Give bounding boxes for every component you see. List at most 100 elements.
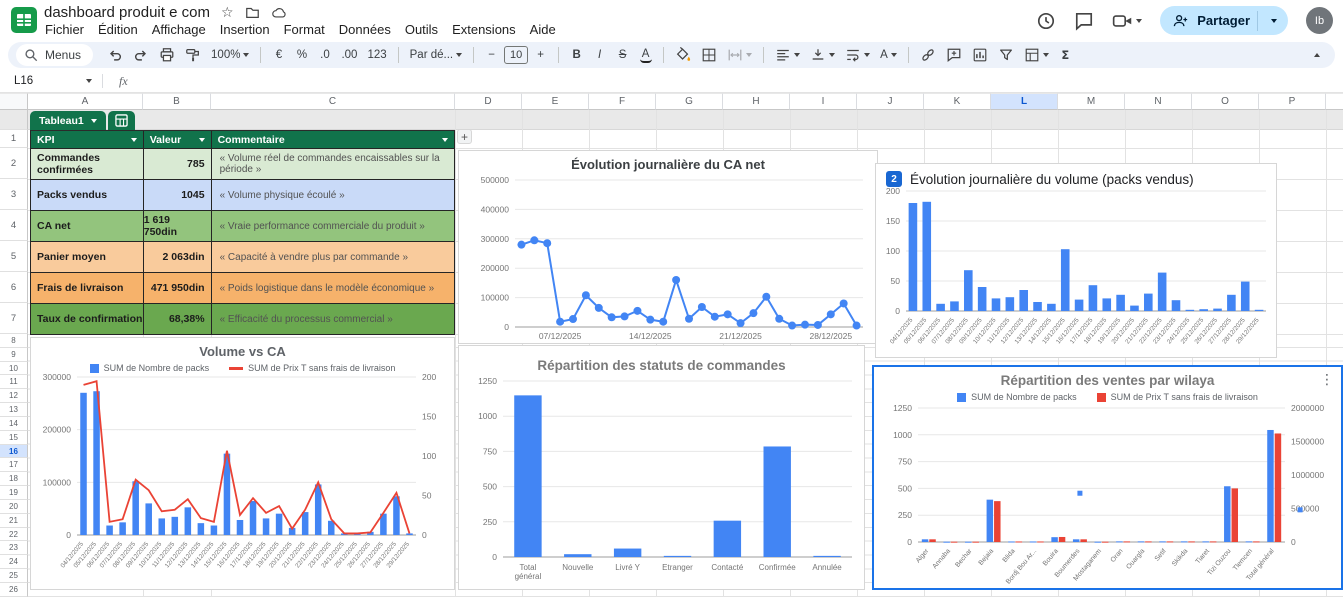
- add-column-button[interactable]: +: [457, 129, 472, 144]
- row-header-25[interactable]: 25: [0, 569, 28, 583]
- row-header-10[interactable]: 10: [0, 361, 28, 376]
- column-header-K[interactable]: K: [924, 93, 991, 110]
- cloud-status-icon[interactable]: [271, 5, 287, 20]
- column-header-L[interactable]: L: [991, 93, 1058, 110]
- column-header-M[interactable]: M: [1058, 93, 1125, 110]
- row-header-20[interactable]: 20: [0, 499, 28, 514]
- kpi-cell-value[interactable]: 1045: [143, 180, 212, 211]
- row-header-22[interactable]: 22: [0, 527, 28, 542]
- increase-decimals-button[interactable]: .00: [341, 49, 358, 61]
- fill-color-button[interactable]: [671, 44, 695, 66]
- kpi-header-commentaire[interactable]: Commentaire: [211, 131, 455, 149]
- kpi-cell-comment[interactable]: « Capacité à vendre plus par commande »: [211, 242, 455, 273]
- header-filter-caret-icon[interactable]: [442, 137, 448, 142]
- column-header-N[interactable]: N: [1125, 93, 1192, 110]
- chart-evolution-volume[interactable]: 2 Évolution journalière du volume (packs…: [875, 163, 1277, 358]
- column-header-E[interactable]: E: [522, 93, 589, 110]
- table-row[interactable]: CA net 1 619 750din « Vraie performance co…: [31, 211, 455, 242]
- strikethrough-button[interactable]: S: [618, 49, 627, 61]
- kpi-cell-value[interactable]: 2 063din: [143, 242, 212, 273]
- insert-comment-button[interactable]: [942, 44, 966, 66]
- row-header-23[interactable]: 23: [0, 541, 28, 556]
- kpi-cell-value[interactable]: 68,38%: [143, 304, 212, 335]
- decrease-decimals-button[interactable]: .0: [320, 49, 330, 61]
- namebox-caret-icon[interactable]: [86, 79, 92, 83]
- row-header-15[interactable]: 15: [0, 430, 28, 445]
- text-wrap-button[interactable]: [841, 44, 874, 66]
- font-select[interactable]: Par dé...: [406, 44, 466, 66]
- column-header-F[interactable]: F: [589, 93, 656, 110]
- table-chip-caret-icon[interactable]: [90, 118, 97, 123]
- text-color-button[interactable]: A: [639, 47, 652, 63]
- row-header-6[interactable]: 6: [0, 272, 28, 303]
- column-header-G[interactable]: G: [656, 93, 723, 110]
- row-header-1[interactable]: 1: [0, 130, 28, 148]
- italic-button[interactable]: I: [598, 49, 602, 61]
- table-row[interactable]: Commandes confirmées 785 « Volume réel de …: [31, 149, 455, 180]
- row-header-4[interactable]: 4: [0, 210, 28, 241]
- row-header-7[interactable]: 7: [0, 303, 28, 334]
- menu-extensions[interactable]: Extensions: [452, 22, 516, 37]
- column-header-A[interactable]: A: [28, 93, 143, 110]
- menu-fichier[interactable]: Fichier: [45, 22, 85, 37]
- vertical-align-button[interactable]: [806, 44, 839, 66]
- document-title[interactable]: dashboard produit e com: [44, 4, 210, 21]
- print-button[interactable]: [155, 44, 179, 66]
- row-header-26[interactable]: 26: [0, 582, 28, 597]
- redo-button[interactable]: [129, 44, 153, 66]
- kpi-cell-name[interactable]: Taux de confirmation: [31, 304, 144, 335]
- row-header-2[interactable]: 2: [0, 148, 28, 179]
- row-header-16[interactable]: 16: [0, 444, 28, 459]
- grid-area[interactable]: Tableau1 + KPI Valeur Commentaire Commandes…: [28, 110, 1343, 597]
- star-icon[interactable]: ☆: [220, 4, 234, 20]
- meet-caret-icon[interactable]: [1136, 18, 1143, 23]
- kpi-header-kpi[interactable]: KPI: [31, 131, 144, 149]
- undo-button[interactable]: [103, 44, 127, 66]
- column-header-H[interactable]: H: [723, 93, 790, 110]
- insert-chart-button[interactable]: [968, 44, 992, 66]
- table-row[interactable]: Panier moyen 2 063din « Capacité à vendre …: [31, 242, 455, 273]
- row-header-24[interactable]: 24: [0, 555, 28, 570]
- meet-video-icon[interactable]: [1112, 11, 1143, 31]
- move-folder-icon[interactable]: [245, 5, 260, 20]
- row-header-8[interactable]: 8: [0, 334, 28, 348]
- share-caret-icon[interactable]: [1271, 18, 1277, 23]
- row-header-12[interactable]: 12: [0, 389, 28, 404]
- table-row[interactable]: Frais de livraison 471 950din « Poids logi…: [31, 273, 455, 304]
- menu-aide[interactable]: Aide: [529, 22, 556, 37]
- decrease-font-button[interactable]: −: [488, 49, 495, 61]
- row-header-9[interactable]: 9: [0, 347, 28, 362]
- share-button[interactable]: Partager: [1160, 6, 1288, 35]
- kpi-cell-name[interactable]: Commandes confirmées: [31, 149, 144, 180]
- chart-options-icon[interactable]: ⋮: [1320, 372, 1334, 388]
- merge-cells-button[interactable]: [723, 44, 756, 66]
- paint-format-button[interactable]: [181, 44, 205, 66]
- row-header-17[interactable]: 17: [0, 458, 28, 473]
- kpi-cell-comment[interactable]: « Poids logistique dans le modèle économ…: [211, 273, 455, 304]
- kpi-cell-name[interactable]: Frais de livraison: [31, 273, 144, 304]
- kpi-header-valeur[interactable]: Valeur: [143, 131, 212, 149]
- table-row[interactable]: Taux de confirmation 68,38% « Efficacité d…: [31, 304, 455, 335]
- more-formats-button[interactable]: 123: [367, 49, 387, 61]
- menu-affichage[interactable]: Affichage: [151, 22, 206, 37]
- chart-evolution-ca-net[interactable]: Évolution journalière du CA net 0 100000 2…: [458, 150, 878, 344]
- chart-volume-vs-ca[interactable]: Volume vs CA SUM de Nombre de packs SUM …: [30, 337, 455, 590]
- table-grid-tab[interactable]: [108, 111, 135, 130]
- create-filter-button[interactable]: [994, 44, 1018, 66]
- chart-statuts-commandes[interactable]: Répartition des statuts de commandes 0 25…: [458, 345, 865, 590]
- sheets-logo-icon[interactable]: [11, 7, 37, 33]
- column-header-J[interactable]: J: [857, 93, 924, 110]
- horizontal-align-button[interactable]: [771, 44, 804, 66]
- row-header-11[interactable]: 11: [0, 375, 28, 390]
- header-filter-caret-icon[interactable]: [198, 137, 205, 142]
- menu-édition[interactable]: Édition: [98, 22, 138, 37]
- menu-insertion[interactable]: Insertion: [219, 22, 270, 37]
- header-filter-caret-icon[interactable]: [130, 137, 137, 142]
- kpi-cell-value[interactable]: 1 619 750din: [143, 211, 212, 242]
- avatar[interactable]: Ib: [1306, 7, 1333, 34]
- table-tools-button[interactable]: [1020, 44, 1053, 66]
- select-all-corner[interactable]: [0, 93, 28, 110]
- kpi-cell-comment[interactable]: « Volume physique écoulé »: [211, 180, 455, 211]
- comments-icon[interactable]: [1074, 11, 1094, 31]
- row-header-18[interactable]: 18: [0, 472, 28, 487]
